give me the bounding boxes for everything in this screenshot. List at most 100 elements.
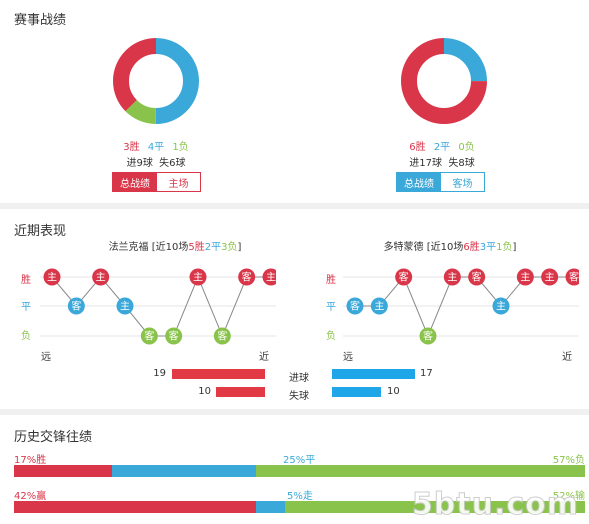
home-team-name: 法兰克福 [108, 242, 149, 253]
home-form-dot [165, 327, 183, 345]
away-summary-draws: 3平 [479, 242, 497, 253]
home-form-venue-label: 客 [144, 330, 154, 343]
home-record-donut [113, 38, 199, 124]
home-summary-wins: 5胜 [188, 242, 205, 253]
away-form-point: 客 [565, 268, 579, 286]
away-form-point: 客 [468, 268, 486, 286]
away-form-point: 主 [370, 297, 388, 315]
away-recent-summary: 多特蒙德 [近10场6胜3平1负] [335, 238, 565, 253]
away-form-point: 客 [419, 327, 437, 345]
recent-title: 近期表现 [14, 224, 67, 239]
home-summary-draws: 2平 [204, 242, 222, 253]
history-row2-mid: 5%走 [287, 491, 313, 502]
away-donut-wins [401, 38, 487, 124]
home-form-point: 主 [189, 268, 207, 286]
home-venue-tab[interactable]: 主场 [157, 173, 200, 191]
away-goals-against-bar [332, 387, 381, 397]
home-recent-summary: 法兰克福 [近10场5胜2平3负] [60, 238, 290, 253]
record-panel: 赛事战绩 3胜 4平 1负 进9球 失6球 总战绩 主场 6胜 2平 0负 进1… [0, 0, 589, 203]
home-form-venue-label: 主 [266, 272, 276, 284]
away-losses: 0负 [458, 142, 475, 153]
away-form-dot [419, 327, 437, 345]
home-form-point: 主 [262, 268, 276, 286]
away-goals-against-value: 10 [387, 386, 400, 397]
away-form-chart: 客主客客主 客主主主客 [343, 268, 579, 345]
home-form-point: 主 [116, 297, 134, 315]
away-form-dot [346, 297, 364, 315]
home-form-point: 客 [67, 297, 85, 315]
away-form-dot [492, 297, 510, 315]
history-row2-right: 52%输 [552, 491, 585, 502]
home-form-venue-label: 客 [217, 330, 227, 343]
away-form-venue-label: 主 [374, 301, 384, 313]
home-form-point: 客 [238, 268, 256, 286]
recent-panel: 近期表现 法兰克福 [近10场5胜2平3负] 多特蒙德 [近10场6胜3平1负]… [0, 209, 589, 409]
home-draws: 4平 [147, 142, 165, 153]
away-summary-pre: [近10场 [426, 242, 464, 253]
history-row2-left: 42%赢 [14, 491, 47, 502]
away-form-dot [468, 268, 486, 286]
home-form-point: 客 [140, 327, 158, 345]
away-form-dot [443, 268, 461, 286]
record-title: 赛事战绩 [14, 13, 67, 28]
home-form-venue-label: 主 [47, 272, 57, 284]
site-watermark: 5btu.com [411, 487, 579, 523]
home-form-venue-label: 客 [71, 300, 81, 313]
away-row-label-loss: 负 [326, 331, 336, 342]
away-record-toggle: 总战绩 客场 [396, 172, 485, 192]
home-form-venue-label: 客 [169, 330, 179, 343]
history-row1-segment-win [14, 465, 113, 477]
away-form-venue-label: 主 [447, 272, 457, 284]
home-summary-post: ] [237, 242, 242, 253]
home-axis-near: 近 [259, 352, 269, 363]
away-team-name: 多特蒙德 [383, 242, 424, 253]
home-total-tab[interactable]: 总战绩 [113, 173, 157, 191]
history-row1-segment-loss [256, 465, 585, 477]
home-form-dot [213, 327, 231, 345]
away-form-point: 客 [346, 297, 364, 315]
away-form-dot [370, 297, 388, 315]
home-form-point: 客 [165, 327, 183, 345]
home-form-dot [43, 268, 61, 286]
away-form-dot [565, 268, 579, 286]
away-form-venue-label: 客 [423, 330, 433, 343]
away-form-point: 客 [395, 268, 413, 286]
away-form-venue-label: 主 [496, 301, 506, 313]
away-summary-wins: 6胜 [463, 242, 480, 253]
history-row1-mid: 25%平 [283, 455, 316, 466]
away-total-tab[interactable]: 总战绩 [397, 173, 441, 191]
goals-against-label: 失球 [289, 391, 309, 402]
home-goals-against-bar [216, 387, 265, 397]
away-record-donut [401, 38, 487, 124]
home-record-toggle: 总战绩 主场 [112, 172, 201, 192]
away-wins: 6胜 [409, 142, 426, 153]
away-row-label-draw: 平 [326, 302, 336, 313]
home-summary-losses: 3负 [221, 242, 238, 253]
away-form-dot [516, 268, 534, 286]
away-axis-far: 远 [343, 352, 353, 363]
away-form-venue-label: 客 [350, 300, 360, 313]
home-form-dot [189, 268, 207, 286]
home-form-chart: 主客主主客 客主客客主 [40, 268, 276, 345]
away-form-venue-label: 客 [399, 271, 409, 284]
away-venue-tab[interactable]: 客场 [441, 173, 484, 191]
home-form-point: 客 [213, 327, 231, 345]
home-axis-far: 远 [41, 352, 51, 363]
home-form-dot [238, 268, 256, 286]
home-wdl: 3胜 4平 1负 [106, 138, 206, 153]
home-wins: 3胜 [123, 142, 140, 153]
history-row1-right: 57%负 [552, 455, 585, 466]
away-draws: 2平 [433, 142, 451, 153]
away-form-venue-label: 客 [569, 271, 579, 284]
away-row-label-win: 胜 [326, 275, 336, 286]
home-goals-for-value: 19 [153, 368, 166, 379]
away-form-point: 主 [516, 268, 534, 286]
away-form-venue-label: 客 [472, 271, 482, 284]
away-goals-for-value: 17 [420, 368, 433, 379]
home-row-label-loss: 负 [21, 331, 31, 342]
history-row2-segment-draw [256, 501, 286, 513]
away-goals-for-bar [332, 369, 416, 379]
history-panel: 历史交锋往绩 17%胜 25%平 57%负 42%赢 5%走 52%输 [0, 415, 589, 524]
away-axis-near: 近 [562, 352, 572, 363]
away-summary-post: ] [512, 242, 517, 253]
